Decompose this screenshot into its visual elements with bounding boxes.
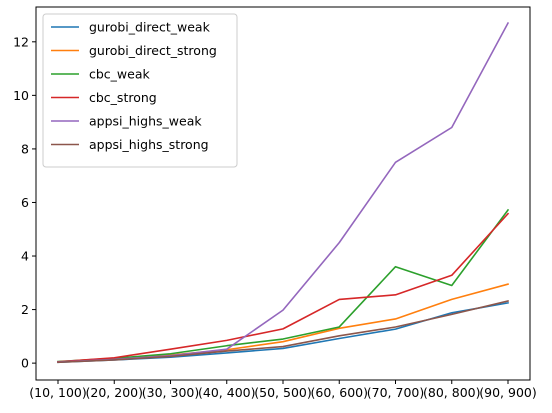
x-tick-label: (20, 200) xyxy=(86,385,143,400)
x-tick-label: (10, 100) xyxy=(29,385,86,400)
legend-label: gurobi_direct_weak xyxy=(89,20,211,35)
y-tick-label: 8 xyxy=(21,141,29,156)
legend: gurobi_direct_weak gurobi_direct_strongcb… xyxy=(43,14,237,167)
legend-label: appsi_highs_weak xyxy=(89,114,202,129)
legend-label: appsi_highs_strong xyxy=(89,137,209,152)
y-tick-label: 6 xyxy=(21,195,29,210)
legend-label: cbc_weak xyxy=(89,67,151,82)
legend-label: cbc_strong xyxy=(89,90,157,105)
x-tick-label: (50, 500) xyxy=(254,385,311,400)
y-tick-label: 2 xyxy=(21,302,29,317)
x-tick-label: (70, 700) xyxy=(367,385,424,400)
series-line-gurobi-direct-strong xyxy=(58,284,508,362)
series-line-gurobi-direct-weak xyxy=(58,303,508,362)
x-tick-label: (40, 400) xyxy=(198,385,255,400)
x-tick-label: (60, 600) xyxy=(311,385,368,400)
y-axis: 0 2 4 6 8 10 12 xyxy=(13,34,36,370)
x-axis: (10, 100)(20, 200)(30, 300)(40, 400)(50,… xyxy=(29,380,536,400)
x-tick-label: (80, 800) xyxy=(423,385,480,400)
y-tick-label: 4 xyxy=(21,249,29,264)
legend-label: gurobi_direct_strong xyxy=(89,43,217,58)
y-tick-label: 12 xyxy=(13,34,29,49)
x-tick-label: (90, 900) xyxy=(479,385,536,400)
x-tick-label: (30, 300) xyxy=(142,385,199,400)
series-line-cbc-weak xyxy=(58,210,508,362)
y-tick-label: 0 xyxy=(21,356,29,371)
y-tick-label: 10 xyxy=(13,88,29,103)
